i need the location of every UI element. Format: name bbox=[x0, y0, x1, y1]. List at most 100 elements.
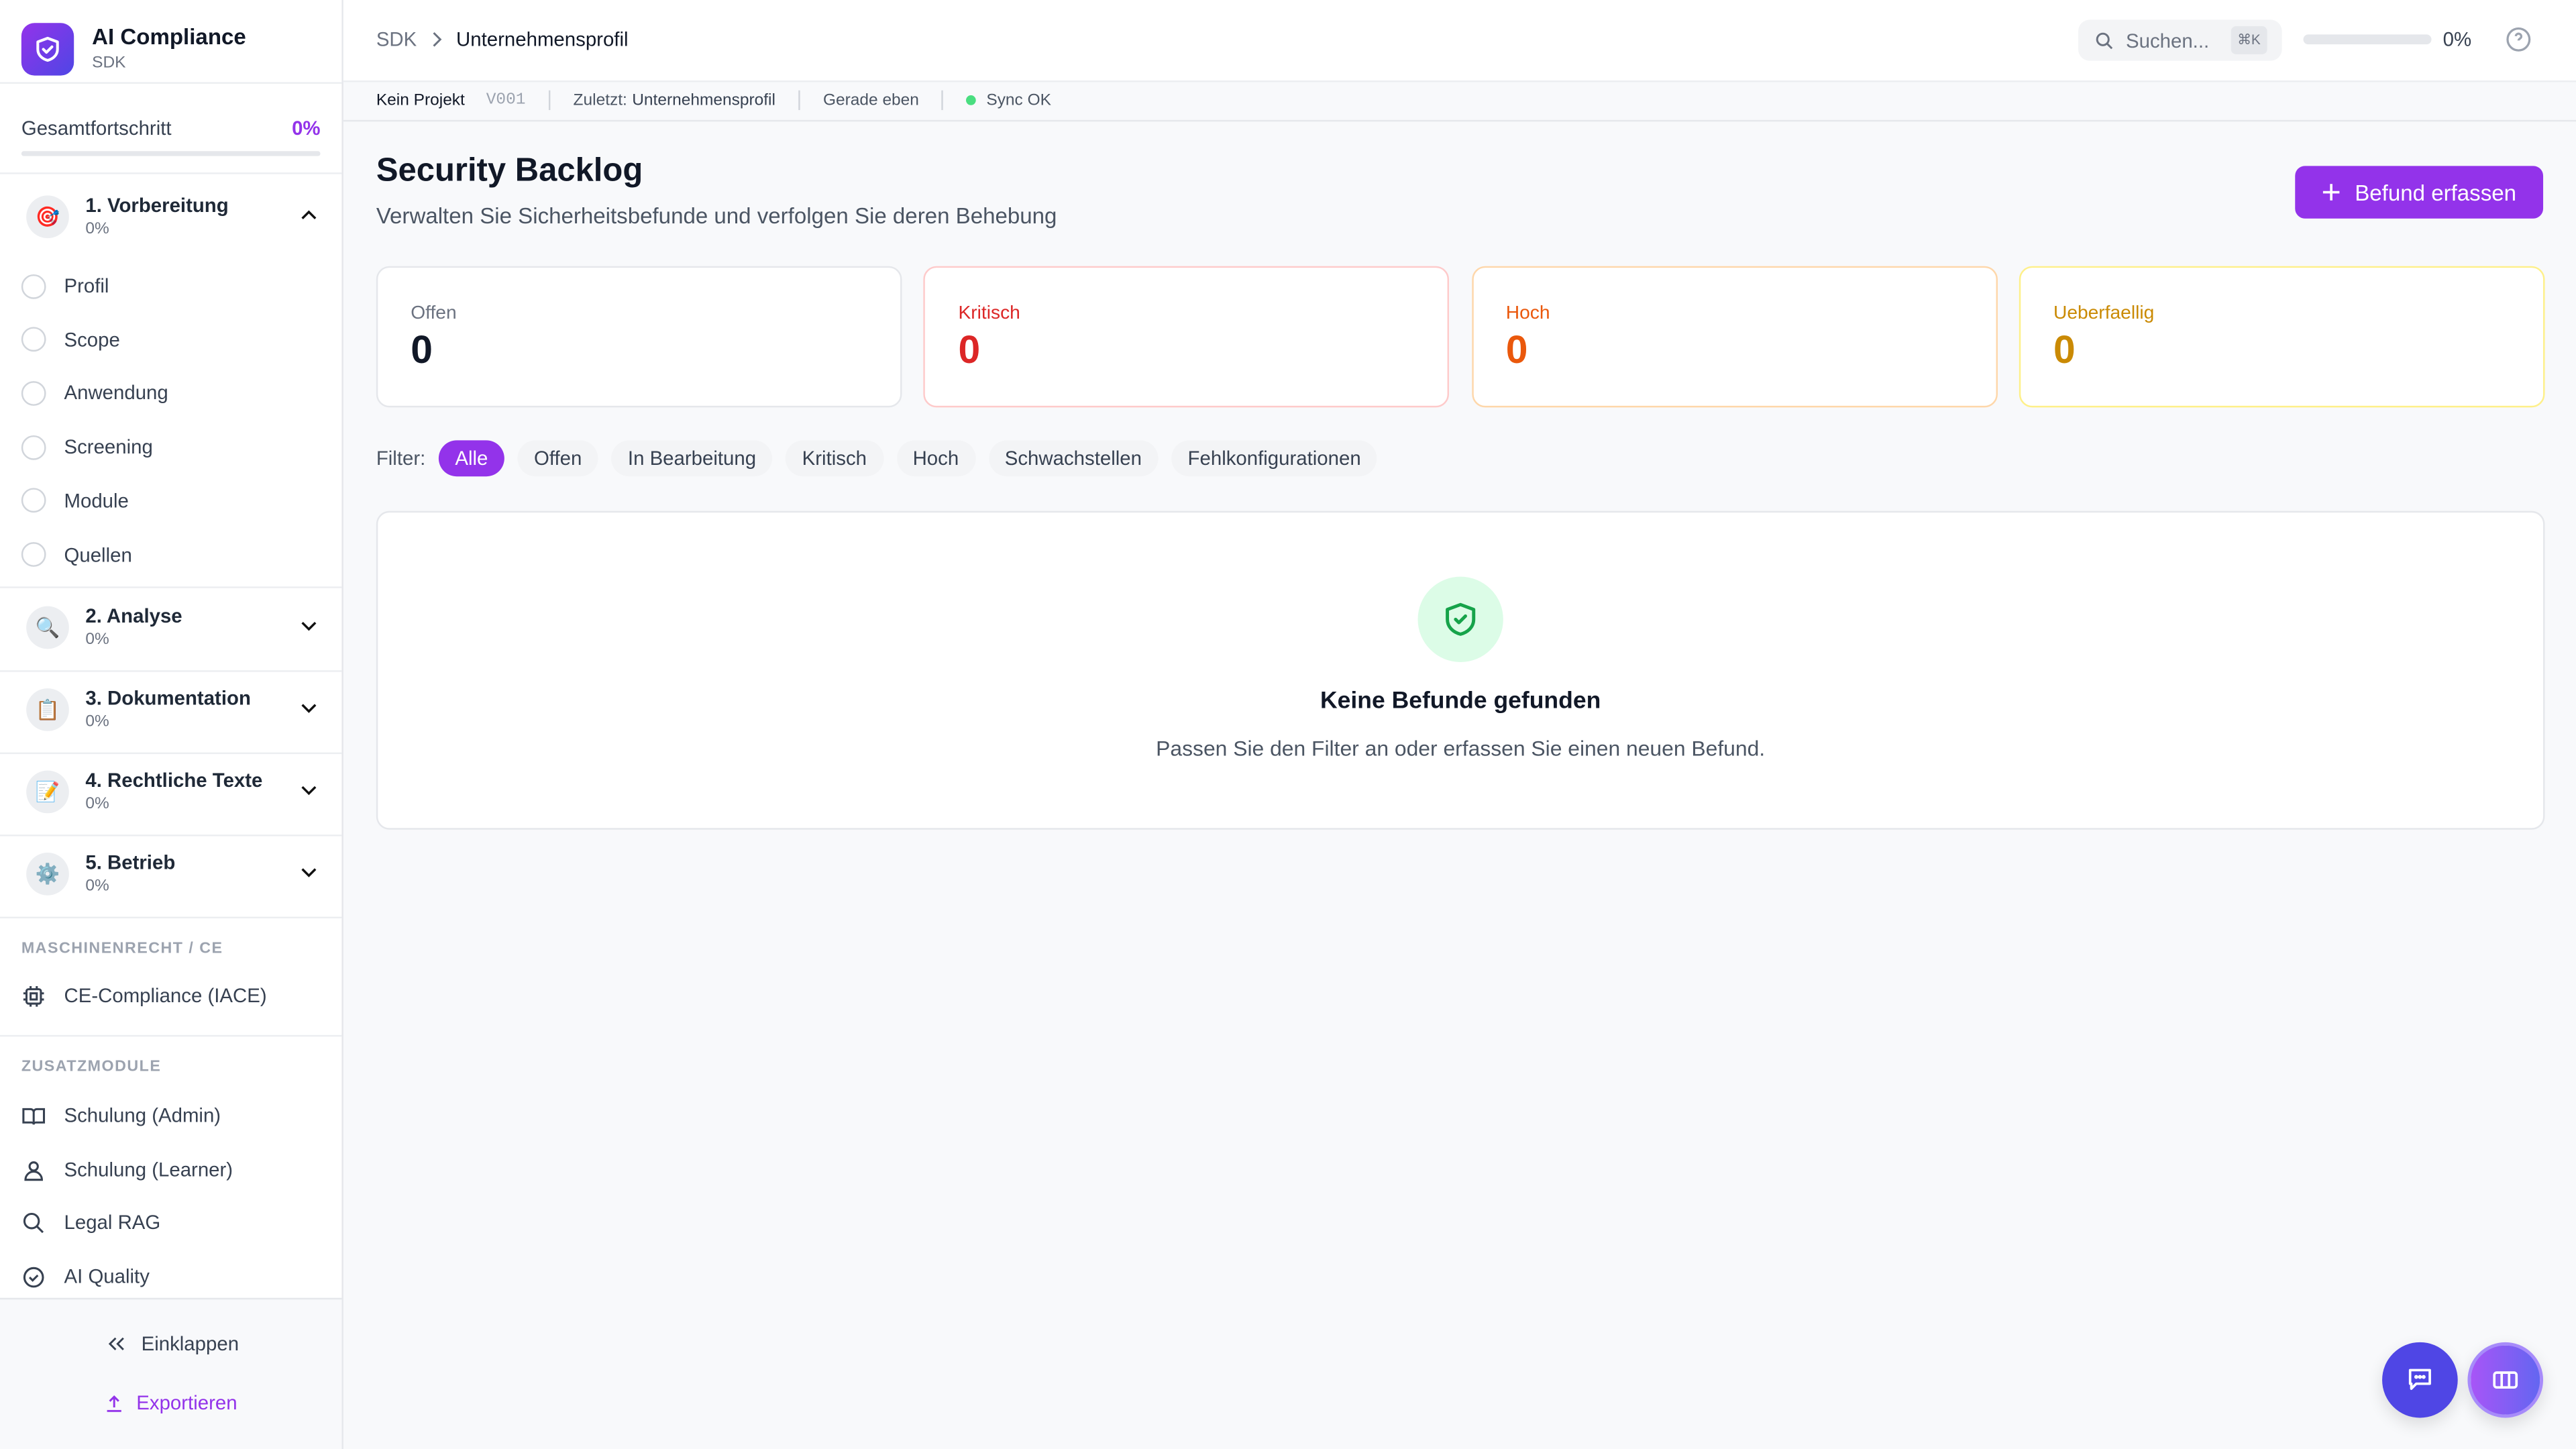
filter-chip-schwachstellen[interactable]: Schwachstellen bbox=[988, 440, 1159, 477]
search-icon bbox=[23, 1212, 44, 1232]
chevron-down-icon bbox=[301, 621, 317, 631]
sync-status-dot bbox=[966, 95, 977, 105]
phase-title: 3. Dokumentation bbox=[85, 686, 251, 710]
breadcrumb-root[interactable]: SDK bbox=[376, 28, 417, 51]
sync-status: Sync OK bbox=[986, 91, 1052, 109]
header-progress-value: 0% bbox=[2443, 28, 2472, 51]
shield-logo-icon bbox=[21, 23, 74, 76]
phase-title: 4. Rechtliche Texte bbox=[85, 769, 263, 792]
breadcrumb-current: Unternehmensprofil bbox=[456, 28, 629, 51]
section-label: MASCHINENRECHT / CE bbox=[21, 939, 223, 958]
step-status-circle-icon bbox=[21, 542, 46, 567]
step-status-circle-icon bbox=[21, 273, 46, 299]
filter-chip-in-bearbeitung[interactable]: In Bearbeitung bbox=[611, 440, 773, 477]
shortcut-badge: ⌘K bbox=[2231, 26, 2267, 54]
phase-analyse[interactable]: 🔍 2. Analyse 0% bbox=[0, 588, 342, 672]
filter-label: Filter: bbox=[376, 447, 426, 470]
phase-title: 5. Betrieb bbox=[85, 851, 176, 874]
stat-label: Offen bbox=[411, 304, 457, 324]
nav-legal-rag[interactable]: Legal RAG bbox=[0, 1199, 341, 1246]
magnifier-icon: 🔍 bbox=[26, 606, 69, 649]
step-item-profil[interactable]: Profil bbox=[0, 261, 341, 310]
step-item-anwendung[interactable]: Anwendung bbox=[0, 369, 341, 418]
help-icon[interactable] bbox=[2506, 26, 2532, 52]
stat-card-ueberfaellig: Ueberfaellig 0 bbox=[2019, 266, 2545, 408]
step-status-circle-icon bbox=[21, 380, 46, 406]
book-icon bbox=[22, 1107, 46, 1124]
header-progress-bar bbox=[2303, 34, 2432, 45]
project-name[interactable]: Kein Projekt bbox=[376, 91, 465, 109]
app-subtitle: SDK bbox=[92, 54, 126, 72]
search-icon bbox=[2096, 32, 2113, 49]
chevron-down-icon bbox=[301, 786, 317, 796]
stat-value: 0 bbox=[1505, 328, 1528, 373]
overall-progress-bar bbox=[21, 151, 321, 156]
chevron-down-icon bbox=[301, 704, 317, 713]
shield-check-icon bbox=[1417, 576, 1503, 662]
phase-title: 1. Vorbereitung bbox=[85, 193, 229, 217]
stat-card-hoch: Hoch 0 bbox=[1471, 266, 1997, 408]
plus-icon bbox=[2323, 184, 2341, 201]
chat-button[interactable] bbox=[2382, 1342, 2458, 1418]
chevron-up-icon bbox=[301, 210, 317, 219]
phase-percent: 0% bbox=[85, 877, 109, 896]
chevrons-left-icon bbox=[108, 1337, 124, 1350]
stat-value: 0 bbox=[411, 328, 433, 373]
app-title: AI Compliance bbox=[92, 24, 246, 50]
columns-button[interactable] bbox=[2467, 1342, 2544, 1418]
stat-label: Hoch bbox=[1505, 304, 1550, 324]
add-finding-button[interactable]: Befund erfassen bbox=[2295, 166, 2544, 219]
empty-state: Keine Befunde gefunden Passen Sie den Fi… bbox=[376, 511, 2545, 830]
target-icon: 🎯 bbox=[26, 195, 69, 239]
overall-progress-label: Gesamtfortschritt bbox=[21, 116, 172, 140]
phase-percent: 0% bbox=[85, 795, 109, 814]
nav-schulung-learner[interactable]: Schulung (Learner) bbox=[0, 1146, 341, 1193]
filter-chip-kritisch[interactable]: Kritisch bbox=[786, 440, 883, 477]
filter-chip-offen[interactable]: Offen bbox=[517, 440, 598, 477]
sidebar-footer: Einklappen Exportieren bbox=[0, 1297, 342, 1449]
step-item-screening[interactable]: Screening bbox=[0, 423, 341, 472]
stat-label: Ueberfaellig bbox=[2053, 304, 2155, 324]
step-item-scope[interactable]: Scope bbox=[0, 315, 341, 364]
stat-label: Kritisch bbox=[958, 304, 1020, 324]
nav-ce-compliance[interactable]: CE-Compliance (IACE) bbox=[0, 973, 341, 1019]
chevron-down-icon bbox=[301, 868, 317, 877]
brand: AI Compliance SDK bbox=[0, 0, 342, 84]
nav-schulung-admin[interactable]: Schulung (Admin) bbox=[0, 1093, 341, 1139]
phase-rechtliche-texte[interactable]: 📝 4. Rechtliche Texte 0% bbox=[0, 753, 342, 837]
collapse-button[interactable]: Einklappen bbox=[105, 1332, 239, 1355]
stat-card-kritisch: Kritisch 0 bbox=[924, 266, 1450, 408]
step-item-module[interactable]: Module bbox=[0, 476, 341, 525]
last-page: Unternehmensprofil bbox=[632, 91, 775, 109]
phase-percent: 0% bbox=[85, 220, 109, 239]
top-header: SDK Unternehmensprofil Suchen... ⌘K 0% bbox=[343, 0, 2576, 83]
breadcrumb: SDK Unternehmensprofil bbox=[376, 28, 629, 51]
section-label: ZUSATZMODULE bbox=[21, 1058, 162, 1077]
export-button[interactable]: Exportieren bbox=[103, 1391, 237, 1415]
filter-chip-alle[interactable]: Alle bbox=[438, 440, 504, 477]
phase-percent: 0% bbox=[85, 631, 109, 649]
chevron-right-icon bbox=[432, 32, 441, 47]
overall-progress-value: 0% bbox=[292, 116, 321, 140]
search-input[interactable]: Suchen... ⌘K bbox=[2078, 19, 2282, 61]
filter-chip-fehlkonfigurationen[interactable]: Fehlkonfigurationen bbox=[1171, 440, 1378, 477]
step-item-quellen[interactable]: Quellen bbox=[0, 530, 341, 579]
check-circle-icon bbox=[23, 1266, 44, 1287]
phase-dokumentation[interactable]: 📋 3. Dokumentation 0% bbox=[0, 670, 342, 755]
user-icon bbox=[24, 1160, 43, 1180]
phase-vorbereitung[interactable]: 🎯 1. Vorbereitung 0% bbox=[0, 177, 341, 259]
page-subtitle: Verwalten Sie Sicherheitsbefunde und ver… bbox=[376, 203, 1057, 229]
stat-value: 0 bbox=[2053, 328, 2076, 373]
stat-value: 0 bbox=[958, 328, 981, 373]
empty-title: Keine Befunde gefunden bbox=[1320, 688, 1601, 715]
upload-icon bbox=[107, 1394, 121, 1411]
step-status-circle-icon bbox=[21, 327, 46, 352]
sidebar: AI Compliance SDK Gesamtfortschritt 0% 🎯… bbox=[0, 0, 343, 1449]
gear-icon: ⚙️ bbox=[26, 853, 69, 896]
step-status-circle-icon bbox=[21, 434, 46, 460]
nav-ai-quality[interactable]: AI Quality bbox=[0, 1254, 341, 1300]
filter-chip-hoch[interactable]: Hoch bbox=[896, 440, 975, 477]
status-bar: Kein Projekt V001 Zuletzt: Unternehmensp… bbox=[343, 80, 2576, 122]
filter-bar: Filter: Alle Offen In Bearbeitung Kritisch H… bbox=[376, 440, 1378, 477]
phase-betrieb[interactable]: ⚙️ 5. Betrieb 0% bbox=[0, 835, 342, 918]
